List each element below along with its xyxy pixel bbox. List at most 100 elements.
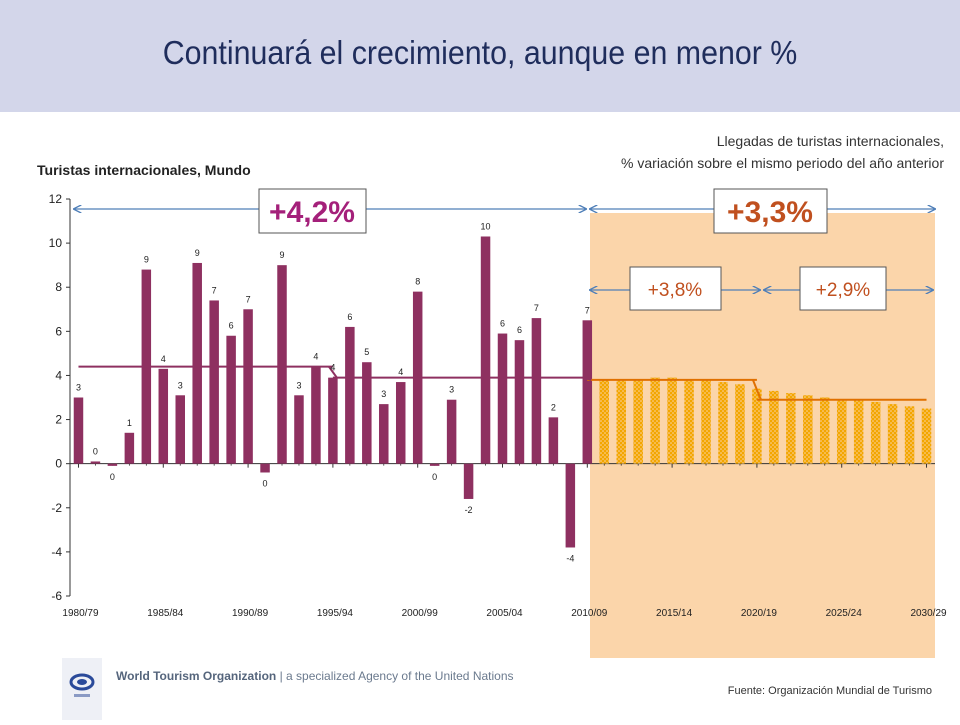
chart-title: Turistas internacionales, Mundo xyxy=(37,162,251,178)
bar-1989 xyxy=(226,335,236,464)
bar-1985 xyxy=(158,368,169,464)
y-tick-label: 4 xyxy=(55,368,62,382)
bar-2003 xyxy=(463,463,474,499)
bar-1998 xyxy=(379,404,389,464)
bar-1981 xyxy=(90,461,101,464)
data-label-2006: 6 xyxy=(517,325,522,335)
average-connector-2010 xyxy=(583,376,592,381)
x-tick-label: 2005/04 xyxy=(486,608,523,619)
forecast-bar-2030 xyxy=(921,408,932,464)
data-label-1988: 7 xyxy=(212,285,217,295)
data-label-2009: -4 xyxy=(566,553,574,563)
bar-1980 xyxy=(73,397,84,464)
data-label-1996: 6 xyxy=(347,312,352,322)
bar-2004 xyxy=(480,236,491,464)
y-tick-label: 6 xyxy=(55,324,62,338)
forecast-bar-2025 xyxy=(836,399,847,464)
x-tick-label: 2015/14 xyxy=(656,608,693,619)
bar-1990 xyxy=(243,309,253,464)
average-connector-2020 xyxy=(751,379,762,401)
data-labels: 3 0 0 1 9 4 3 9 7 6 7 0 9 3 4 4 6 5 3 4 8 0 3 -2 10 6 6 7 2 -4 7 xyxy=(76,221,590,563)
forecast-bar-2027 xyxy=(870,401,881,464)
bar-2002 xyxy=(446,399,457,464)
bar-1992 xyxy=(277,265,287,464)
callout-forecast-total: +3,3% xyxy=(713,188,828,234)
callout-forecast-total-text: +3,3% xyxy=(727,196,813,229)
data-label-1984: 9 xyxy=(144,255,149,265)
callout-forecast-second-text: +2,9% xyxy=(816,280,871,301)
bar-1988 xyxy=(209,300,219,464)
bar-2010 xyxy=(582,320,593,464)
data-label-1989: 6 xyxy=(229,321,234,331)
bar-1987 xyxy=(192,262,202,464)
forecast-bar-2011 xyxy=(599,379,610,464)
forecast-bar-2017 xyxy=(701,379,711,464)
bar-1983 xyxy=(124,432,135,464)
chart-subtitle: Llegadas de turistas internacionales, % … xyxy=(621,130,944,174)
bar-2009 xyxy=(565,463,576,548)
source-note: Fuente: Organización Mundial de Turismo xyxy=(727,685,932,697)
data-label-1990: 7 xyxy=(246,294,251,304)
forecast-bar-2020 xyxy=(752,388,762,464)
data-label-2002: 3 xyxy=(449,385,454,395)
data-label-2005: 6 xyxy=(500,319,505,329)
data-label-1993: 3 xyxy=(296,380,301,390)
bar-1991 xyxy=(260,463,270,473)
bar-1986 xyxy=(175,395,185,464)
y-tick-label: -2 xyxy=(51,501,62,515)
average-connector-1995 xyxy=(328,366,338,379)
data-label-1986: 3 xyxy=(178,380,183,390)
bar-1996 xyxy=(345,326,355,464)
callout-hist-total: +4,2% xyxy=(258,188,367,234)
data-label-1981: 0 xyxy=(93,446,98,456)
forecast-bar-2026 xyxy=(853,399,864,464)
bar-2006 xyxy=(514,340,525,464)
subtitle-line-2: % variación sobre el mismo periodo del a… xyxy=(621,155,944,171)
x-tick-label: 2025/24 xyxy=(826,608,863,619)
org-tagline: | a specialized Agency of the United Nat… xyxy=(279,669,514,683)
data-label-2007: 7 xyxy=(534,303,539,313)
data-label-2001: 0 xyxy=(432,472,437,482)
forecast-bar-2028 xyxy=(887,404,898,464)
data-label-1980: 3 xyxy=(76,383,81,393)
data-label-2000: 8 xyxy=(415,277,420,287)
data-label-1991: 0 xyxy=(263,478,268,488)
forecast-bar-2029 xyxy=(904,406,915,464)
data-label-1983: 1 xyxy=(127,418,132,428)
bar-2008 xyxy=(548,417,559,464)
data-label-1987: 9 xyxy=(195,248,200,258)
data-label-2010: 7 xyxy=(585,305,590,315)
footer: World Tourism Organization | a specializ… xyxy=(62,658,514,720)
bar-1994 xyxy=(311,366,321,464)
bar-1995 xyxy=(328,377,338,464)
x-tick-label: 1995/94 xyxy=(317,608,354,619)
forecast-bar-2016 xyxy=(684,379,694,464)
bar-1982 xyxy=(107,463,118,466)
data-label-1994: 4 xyxy=(313,352,318,362)
y-tick-label: -6 xyxy=(51,589,62,603)
org-name-bold: World Tourism Organization xyxy=(116,669,277,683)
forecast-bar-2019 xyxy=(735,384,745,464)
x-tick-label: 1980/79 xyxy=(62,608,99,619)
data-label-2008: 2 xyxy=(551,402,556,412)
y-tick-label: -4 xyxy=(51,545,62,559)
forecast-bar-2014 xyxy=(650,377,660,464)
forecast-bar-2021 xyxy=(769,390,779,464)
x-tick-label: 2010/09 xyxy=(571,608,608,619)
subtitle-line-1: Llegadas de turistas internacionales, xyxy=(716,133,944,149)
unwto-logo xyxy=(62,658,102,720)
x-tick-label: 1990/89 xyxy=(232,608,269,619)
bar-2005 xyxy=(497,333,508,464)
x-tick-label: 2020/19 xyxy=(741,608,778,619)
y-tick-label: 0 xyxy=(55,457,62,471)
bar-2007 xyxy=(531,318,542,464)
data-label-2004: 10 xyxy=(481,221,491,231)
data-label-1992: 9 xyxy=(280,250,285,260)
data-label-1997: 5 xyxy=(364,347,369,357)
page-title: Continuará el crecimiento, aunque en men… xyxy=(162,34,798,71)
y-tick-label: 10 xyxy=(49,236,63,250)
y-tick-label: 8 xyxy=(55,280,62,294)
average-lines xyxy=(78,365,927,401)
